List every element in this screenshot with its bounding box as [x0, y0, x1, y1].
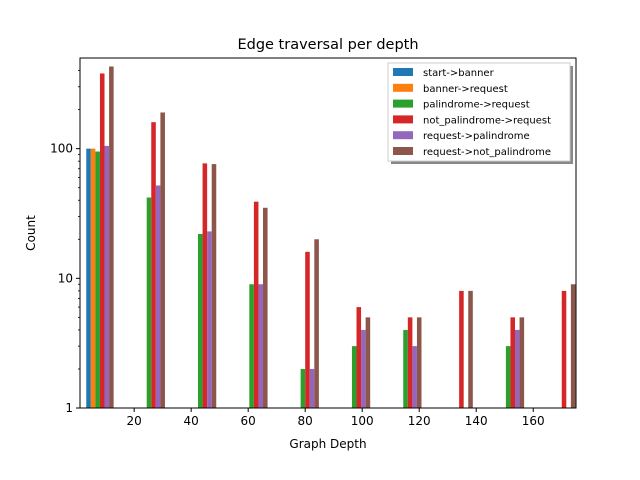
bar-palindrome-request-depth-26 [146, 197, 152, 408]
legend-entry: request->palindrome [423, 131, 530, 142]
bar-not-palindrome-request-depth-116 [407, 317, 413, 408]
legend-entry: start->banner [423, 68, 495, 79]
bar-not-palindrome-request-depth-44 [202, 163, 208, 408]
bar-request-not-palindrome-depth-62 [263, 207, 268, 408]
legend-swatch [393, 99, 413, 108]
x-tick-label: 40 [184, 414, 199, 428]
bar-not-palindrome-request-depth-80 [305, 251, 310, 408]
bar-request-palindrome-depth-8 [104, 145, 110, 408]
legend-swatch [393, 131, 413, 140]
y-tick-label: 10 [58, 271, 73, 285]
legend-swatch [393, 147, 413, 155]
bar-palindrome-request-depth-116 [403, 329, 408, 408]
x-tick-label: 160 [522, 414, 545, 428]
bar-not-palindrome-request-depth-98 [356, 307, 362, 408]
bar-request-not-palindrome-depth-8 [109, 66, 114, 409]
bar-request-not-palindrome-depth-80 [314, 239, 319, 408]
bar-request-not-palindrome-depth-44 [211, 164, 217, 408]
legend-entry: banner->request [423, 84, 508, 95]
bar-palindrome-request-depth-44 [198, 233, 203, 408]
bar-not-palindrome-request-depth-26 [151, 122, 156, 409]
x-axis-label: Graph Depth [289, 437, 366, 451]
bar-start-banner-depth-8 [86, 148, 91, 408]
bar-request-palindrome-depth-80 [309, 368, 315, 408]
x-tick-label: 60 [241, 414, 256, 428]
bar-request-palindrome-depth-44 [207, 231, 212, 408]
y-axis-label: Count [24, 215, 38, 251]
bar-not-palindrome-request-depth-152 [510, 317, 515, 408]
bar-palindrome-request-depth-98 [351, 346, 357, 408]
bar-not-palindrome-request-depth-170 [561, 290, 567, 408]
y-tick-label: 100 [50, 142, 73, 156]
bar-request-not-palindrome-depth-116 [416, 317, 422, 408]
bar-palindrome-request-depth-62 [249, 284, 254, 408]
bar-palindrome-request-depth-80 [300, 368, 306, 408]
bar-not-palindrome-request-depth-8 [99, 73, 105, 409]
bar-request-palindrome-depth-26 [155, 185, 161, 408]
bar-request-palindrome-depth-98 [361, 329, 366, 408]
y-axis-ticks: 1 10 100 [50, 70, 80, 415]
bar-request-palindrome-depth-116 [412, 346, 417, 408]
bar-request-palindrome-depth-62 [258, 284, 264, 408]
bar-request-not-palindrome-depth-170 [570, 284, 576, 408]
bar-banner-request-depth-8 [90, 148, 96, 408]
chart-title: Edge traversal per depth [237, 37, 418, 53]
bar-request-palindrome-depth-152 [515, 329, 520, 408]
x-tick-label: 100 [351, 414, 374, 428]
legend-box [387, 62, 571, 162]
legend-swatch [393, 83, 413, 92]
bar-request-not-palindrome-depth-152 [519, 317, 525, 408]
x-tick-label: 120 [408, 414, 431, 428]
x-tick-label: 20 [127, 414, 142, 428]
x-axis-ticks: 20 40 60 80 100 120 140 160 [127, 408, 545, 428]
legend-swatch [393, 115, 413, 124]
bar-request-not-palindrome-depth-98 [365, 317, 371, 408]
legend-swatch [393, 68, 413, 76]
legend-entry: palindrome->request [423, 100, 530, 111]
legend: start->banner banner->request palindrome->… [387, 62, 573, 164]
bar-not-palindrome-request-depth-134 [459, 290, 464, 408]
bar-palindrome-request-depth-8 [95, 151, 100, 408]
bars-group [86, 66, 576, 409]
y-tick-label: 1 [65, 401, 73, 415]
plot-frame [79, 57, 577, 409]
legend-entry: request->not_palindrome [423, 147, 551, 158]
bar-request-not-palindrome-depth-26 [160, 112, 165, 409]
bar-not-palindrome-request-depth-62 [253, 201, 259, 408]
bar-palindrome-request-depth-152 [505, 346, 511, 408]
bar-request-not-palindrome-depth-134 [468, 290, 473, 408]
legend-entry: not_palindrome->request [423, 115, 551, 126]
x-tick-label: 80 [298, 414, 313, 428]
x-tick-label: 140 [465, 414, 488, 428]
